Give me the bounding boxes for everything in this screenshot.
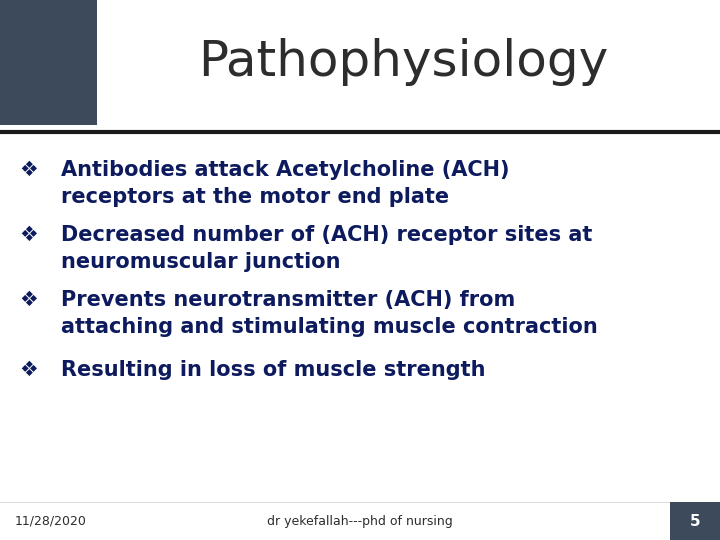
Text: dr yekefallah---phd of nursing: dr yekefallah---phd of nursing bbox=[267, 515, 453, 528]
Text: Prevents neurotransmitter (ACH) from: Prevents neurotransmitter (ACH) from bbox=[61, 289, 516, 310]
FancyBboxPatch shape bbox=[670, 502, 720, 540]
Text: Resulting in loss of muscle strength: Resulting in loss of muscle strength bbox=[61, 360, 486, 380]
Text: Antibodies attack Acetylcholine (ACH): Antibodies attack Acetylcholine (ACH) bbox=[61, 160, 510, 180]
Text: ❖: ❖ bbox=[19, 160, 38, 180]
Text: 11/28/2020: 11/28/2020 bbox=[14, 515, 86, 528]
Text: ❖: ❖ bbox=[19, 289, 38, 310]
Text: ❖: ❖ bbox=[19, 225, 38, 245]
Text: Decreased number of (ACH) receptor sites at: Decreased number of (ACH) receptor sites… bbox=[61, 225, 593, 245]
Text: 5: 5 bbox=[690, 514, 700, 529]
Text: ❖: ❖ bbox=[19, 360, 38, 380]
Text: Pathophysiology: Pathophysiology bbox=[198, 38, 608, 86]
Text: receptors at the motor end plate: receptors at the motor end plate bbox=[61, 187, 449, 207]
Text: attaching and stimulating muscle contraction: attaching and stimulating muscle contrac… bbox=[61, 316, 598, 337]
Text: neuromuscular junction: neuromuscular junction bbox=[61, 252, 341, 272]
FancyBboxPatch shape bbox=[0, 0, 97, 125]
